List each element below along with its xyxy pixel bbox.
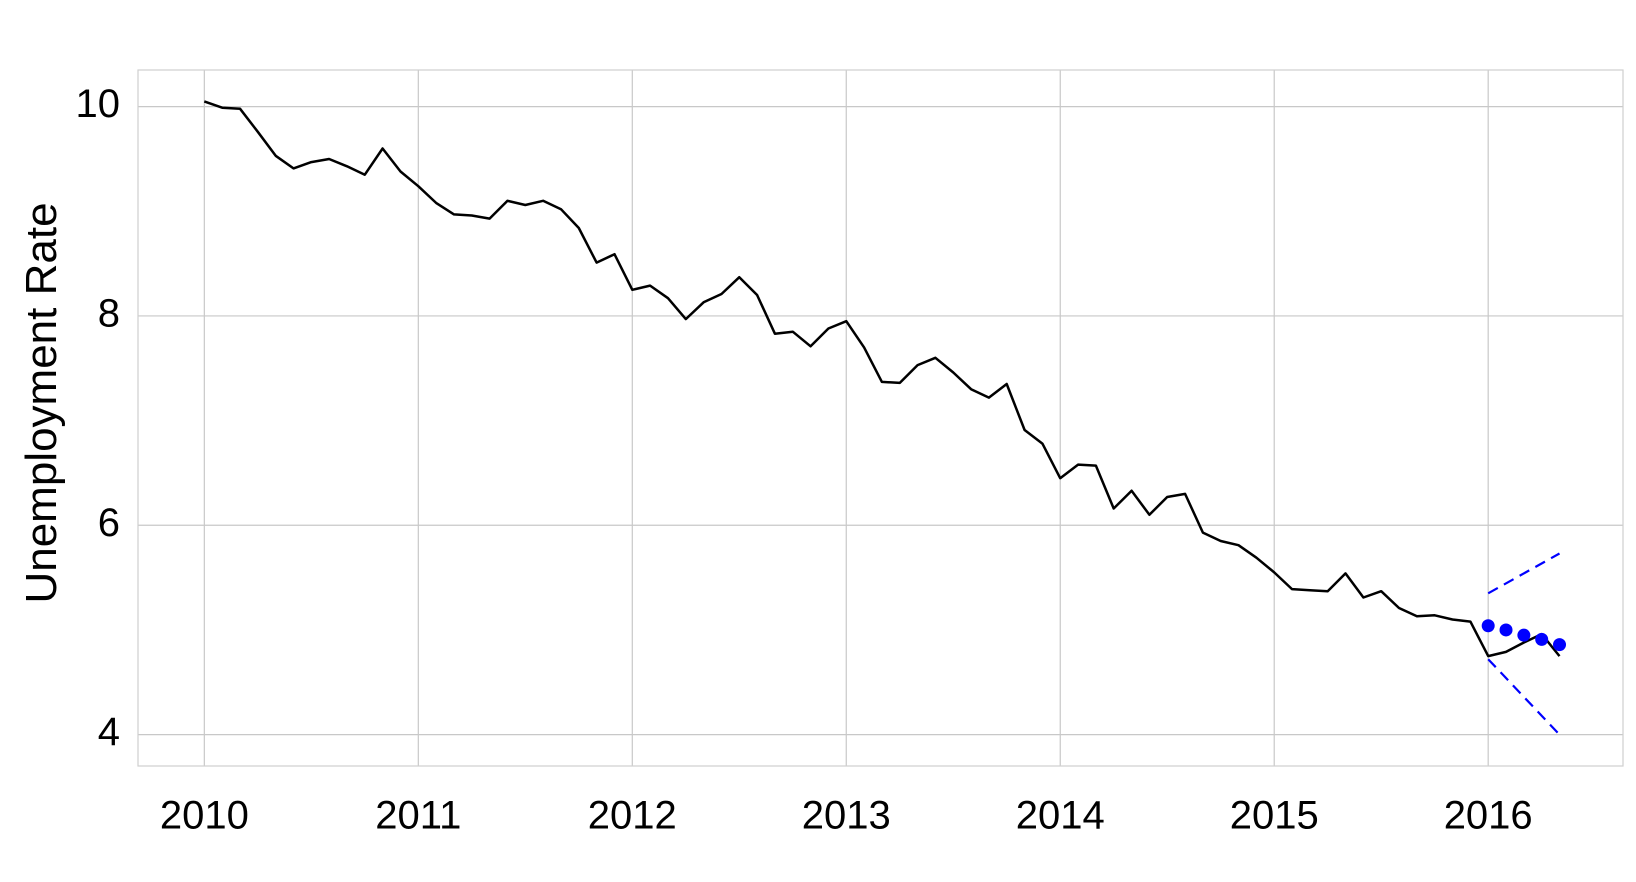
x-tick-label: 2012 xyxy=(588,794,677,838)
grid xyxy=(138,70,1623,766)
y-tick-label: 8 xyxy=(98,292,120,336)
plot-frame xyxy=(137,69,1624,767)
y-axis-ticks: 4 6 8 10 xyxy=(76,82,121,754)
y-axis-label: Unemployment Rate xyxy=(17,202,66,603)
series-layer xyxy=(203,100,1567,736)
forecast-point xyxy=(1517,628,1531,642)
forecast-point xyxy=(1481,619,1495,633)
x-tick-label: 2010 xyxy=(160,794,249,838)
x-tick-label: 2011 xyxy=(375,794,461,838)
x-tick-label: 2016 xyxy=(1444,794,1533,838)
x-tick-label: 2014 xyxy=(1016,794,1105,838)
lower-bound-line xyxy=(1487,658,1561,736)
forecast-markers xyxy=(1481,619,1567,652)
y-tick-label: 6 xyxy=(98,501,120,545)
actual-line xyxy=(203,100,1561,658)
forecast-point xyxy=(1535,632,1549,646)
upper-bound-line xyxy=(1487,552,1561,595)
x-tick-label: 2015 xyxy=(1230,794,1319,838)
forecast-point xyxy=(1553,638,1567,652)
x-axis-ticks: 2010 2011 2012 2013 2014 2015 2016 xyxy=(160,794,1533,838)
x-tick-label: 2013 xyxy=(802,794,891,838)
y-tick-label: 4 xyxy=(98,710,120,754)
forecast-point xyxy=(1499,623,1513,637)
y-tick-label: 10 xyxy=(76,82,121,126)
